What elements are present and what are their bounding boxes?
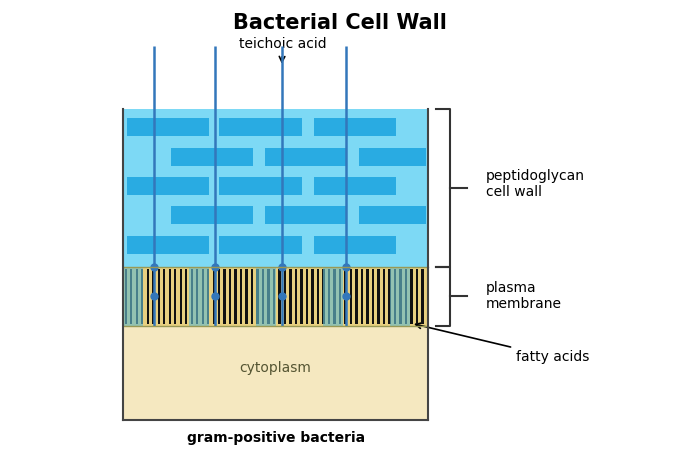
Bar (306, 269, 308, 324)
Text: fatty acids: fatty acids (415, 323, 590, 364)
Bar (171, 148, 253, 166)
Bar (256, 269, 259, 324)
Bar (344, 269, 347, 324)
Bar (158, 269, 160, 324)
Bar (301, 269, 303, 324)
Bar (265, 206, 347, 224)
Text: gram-positive bacteria: gram-positive bacteria (186, 431, 364, 445)
Bar (273, 269, 275, 324)
Bar (201, 269, 204, 324)
Bar (377, 269, 379, 324)
Bar (367, 269, 369, 324)
Bar (163, 269, 165, 324)
Bar (219, 177, 301, 195)
Bar (219, 236, 301, 254)
Bar (410, 269, 413, 324)
Bar (185, 269, 188, 324)
Bar (130, 269, 133, 324)
Bar (360, 206, 426, 224)
Bar (190, 269, 193, 324)
Bar (290, 269, 292, 324)
Bar (372, 269, 374, 324)
Bar (141, 269, 143, 324)
Text: cytoplasm: cytoplasm (240, 361, 311, 376)
Bar (224, 269, 226, 324)
Bar (390, 267, 410, 326)
Bar (313, 118, 396, 136)
Text: Bacterial Cell Wall: Bacterial Cell Wall (233, 13, 447, 33)
Bar (421, 269, 424, 324)
Bar (135, 269, 138, 324)
Bar (267, 269, 270, 324)
Bar (311, 269, 313, 324)
Bar (350, 269, 352, 324)
Bar (388, 269, 390, 324)
Bar (171, 206, 253, 224)
Bar (313, 177, 396, 195)
Bar (328, 269, 330, 324)
Bar (152, 269, 154, 324)
Bar (383, 269, 385, 324)
Bar (399, 269, 402, 324)
Bar (355, 269, 358, 324)
Bar (207, 269, 209, 324)
Bar (229, 269, 231, 324)
Bar (245, 269, 248, 324)
Bar (123, 326, 428, 420)
Bar (213, 269, 215, 324)
Bar (317, 269, 319, 324)
Bar (360, 148, 426, 166)
Bar (251, 269, 253, 324)
Bar (394, 269, 396, 324)
Bar (322, 269, 324, 324)
Bar (126, 118, 209, 136)
Bar (126, 177, 209, 195)
Bar (219, 118, 301, 136)
Bar (405, 269, 407, 324)
Bar (123, 110, 428, 267)
Bar (174, 269, 176, 324)
Text: plasma
membrane: plasma membrane (486, 281, 562, 311)
Bar (124, 269, 127, 324)
Bar (218, 269, 220, 324)
Bar (180, 269, 182, 324)
Bar (333, 269, 336, 324)
Bar (278, 269, 281, 324)
Bar (265, 148, 347, 166)
Bar (361, 269, 363, 324)
Bar (256, 267, 275, 326)
Text: peptidoglycan
cell wall: peptidoglycan cell wall (486, 169, 585, 199)
Bar (147, 269, 149, 324)
Bar (235, 269, 237, 324)
Bar (196, 269, 199, 324)
Bar (295, 269, 297, 324)
Bar (189, 267, 209, 326)
Bar (169, 269, 171, 324)
Bar (323, 267, 343, 326)
Bar (240, 269, 242, 324)
Bar (262, 269, 265, 324)
Bar (123, 267, 428, 326)
Bar (123, 267, 143, 326)
Bar (313, 236, 396, 254)
Text: teichoic acid: teichoic acid (239, 37, 326, 62)
Bar (126, 236, 209, 254)
Bar (415, 269, 418, 324)
Bar (284, 269, 286, 324)
Bar (339, 269, 341, 324)
